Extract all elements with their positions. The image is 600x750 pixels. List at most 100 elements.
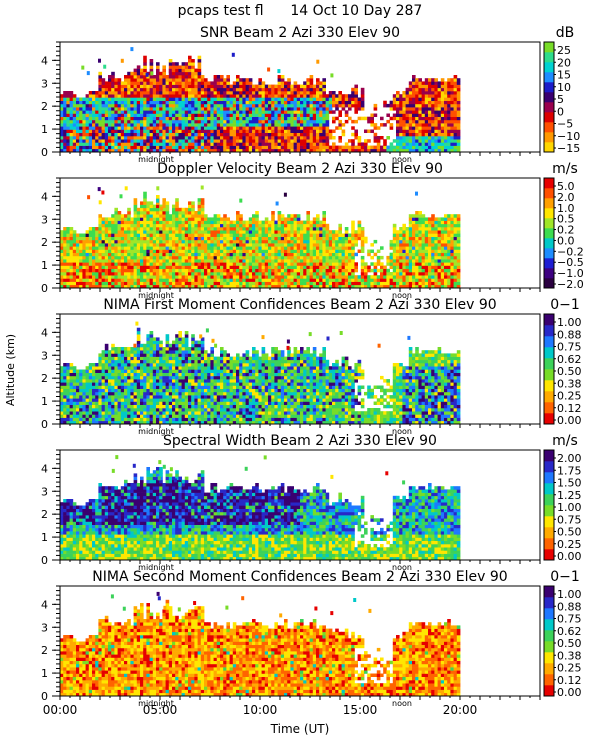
heatmap-cell <box>108 275 112 279</box>
heatmap-cell <box>165 78 170 82</box>
heatmap-cell <box>117 145 122 150</box>
heatmap-cell <box>319 116 323 121</box>
heatmap-cell <box>287 94 291 98</box>
heatmap-cell <box>143 214 147 218</box>
heatmap-cell <box>159 132 163 137</box>
heatmap-cell <box>274 284 278 288</box>
heatmap-cell <box>290 220 294 225</box>
heatmap-cell <box>226 136 230 140</box>
heatmap-cell <box>335 236 339 241</box>
heatmap-cell <box>373 139 378 143</box>
heatmap-cell <box>428 94 432 98</box>
heatmap-cell <box>143 207 147 212</box>
heatmap-cell <box>316 272 320 276</box>
heatmap-cell <box>236 268 240 273</box>
heatmap-cell <box>165 204 170 209</box>
heatmap-cell <box>338 255 342 260</box>
heatmap-cell <box>85 278 90 282</box>
heatmap-cell <box>280 78 285 82</box>
heatmap-cell <box>319 227 323 231</box>
heatmap-cell <box>268 87 272 92</box>
heatmap-cell <box>287 278 291 282</box>
heatmap-cell <box>268 129 272 133</box>
heatmap-cell <box>303 220 307 225</box>
heatmap-cell <box>66 132 70 137</box>
heatmap-cell <box>69 97 74 101</box>
heatmap-cell <box>332 278 336 282</box>
heatmap-cell <box>162 220 166 225</box>
heatmap-cell <box>312 116 317 121</box>
heatmap-cell <box>328 97 333 101</box>
heatmap-cell <box>344 113 349 117</box>
heatmap-cell <box>277 142 282 146</box>
heatmap-cell <box>114 217 118 221</box>
heatmap-cell <box>204 255 208 260</box>
heatmap-cell <box>399 142 403 146</box>
heatmap-cell <box>248 268 253 273</box>
heatmap-cell <box>341 259 346 263</box>
heatmap-cell <box>242 84 246 89</box>
heatmap-cell <box>184 62 189 66</box>
heatmap-cell <box>306 255 310 260</box>
heatmap-cell <box>92 262 96 266</box>
heatmap-cell <box>108 123 112 127</box>
heatmap-cell <box>223 246 227 250</box>
heatmap-cell <box>191 148 195 152</box>
heatmap-cell <box>204 230 208 234</box>
heatmap-cell <box>120 148 125 152</box>
heatmap-cell <box>108 116 112 121</box>
heatmap-cell <box>181 227 186 231</box>
heatmap-cell <box>114 220 118 225</box>
heatmap-cell <box>156 78 160 82</box>
heatmap-cell <box>111 220 115 225</box>
heatmap-cell <box>303 230 307 234</box>
heatmap-cell <box>277 252 282 257</box>
heatmap-cell <box>133 272 138 276</box>
heatmap-cell <box>248 220 253 225</box>
heatmap-cell <box>152 78 157 82</box>
heatmap-cell <box>319 239 323 244</box>
heatmap-cell <box>232 278 237 282</box>
heatmap-cell <box>389 281 394 286</box>
heatmap-cell <box>197 211 202 215</box>
heatmap-cell <box>290 223 294 228</box>
heatmap-cell <box>95 265 99 269</box>
heatmap-cell <box>277 230 282 234</box>
heatmap-cell <box>200 132 205 137</box>
heatmap-cell <box>130 243 134 247</box>
heatmap-cell <box>191 71 195 76</box>
heatmap-cell <box>335 262 339 266</box>
heatmap-cell <box>434 129 438 133</box>
heatmap-cell <box>85 129 90 133</box>
heatmap-cell <box>143 201 147 205</box>
heatmap-cell <box>133 123 138 127</box>
heatmap-cell <box>156 281 160 286</box>
heatmap-cell <box>248 136 253 140</box>
heatmap-cell <box>354 87 358 92</box>
heatmap-cell <box>207 148 211 152</box>
heatmap-cell <box>69 119 74 124</box>
heatmap-cell <box>181 110 186 114</box>
heatmap-cell <box>274 132 278 137</box>
heatmap-cell <box>399 233 403 237</box>
heatmap-cell <box>412 148 416 152</box>
heatmap-cell <box>255 148 259 152</box>
heatmap-cell <box>133 78 138 82</box>
heatmap-cell <box>312 142 317 146</box>
heatmap-cell <box>226 220 230 225</box>
heatmap-cell <box>354 236 358 241</box>
heatmap-cell <box>172 116 176 121</box>
heatmap-cell <box>242 100 246 105</box>
heatmap-cell <box>63 110 67 114</box>
heatmap-cell <box>236 129 240 133</box>
heatmap-cell <box>191 259 195 263</box>
heatmap-cell <box>184 94 189 98</box>
heatmap-cell <box>255 227 259 231</box>
heatmap-cell <box>373 107 378 111</box>
heatmap-cell <box>117 211 122 215</box>
heatmap-cell <box>95 272 99 276</box>
heatmap-cell <box>88 275 93 279</box>
heatmap-cell <box>127 129 131 133</box>
heatmap-cell <box>290 145 294 150</box>
heatmap-cell <box>296 145 301 150</box>
